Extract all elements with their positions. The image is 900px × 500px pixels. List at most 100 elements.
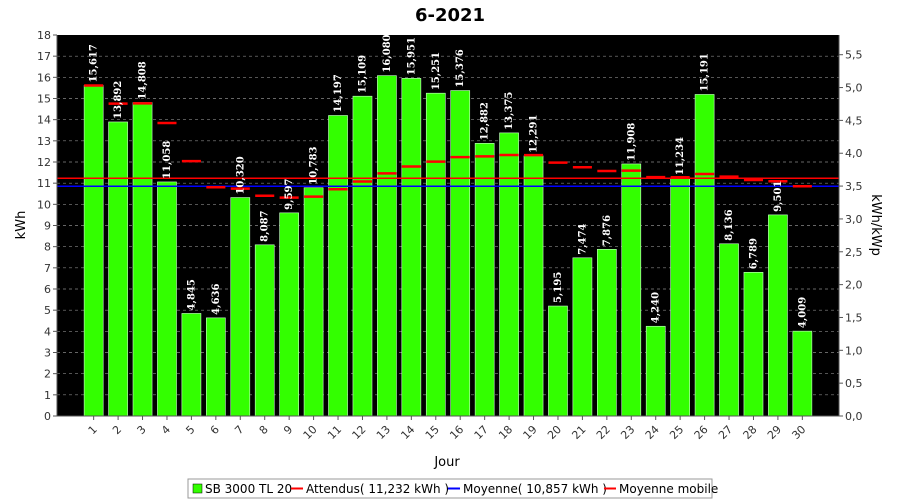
x-tick-label: 23 xyxy=(618,423,637,442)
bar xyxy=(181,313,202,417)
y2-tick-label: 1,5 xyxy=(845,311,863,324)
y2-tick-label: 5,0 xyxy=(845,82,863,95)
y2-tick-label: 0,0 xyxy=(845,410,863,423)
value-label: 12,882 xyxy=(480,102,491,140)
bar xyxy=(254,244,275,417)
x-axis: 1 2 3 4 5 6 7 8 9 10 11 12 13 14 15 16 17 18 19 20 21 22 23 24 2… xyxy=(57,415,839,442)
bar xyxy=(670,177,690,417)
bar xyxy=(597,248,617,417)
value-label: 14,197 xyxy=(333,74,344,112)
bar xyxy=(108,121,128,417)
y-tick-label: 0 xyxy=(44,410,51,423)
y-tick-label: 1 xyxy=(44,389,51,402)
x-tick-label: 13 xyxy=(374,423,393,442)
bar xyxy=(621,163,642,417)
x-tick-label: 12 xyxy=(349,423,368,442)
value-label: 6,789 xyxy=(748,238,759,269)
value-label: 15,617 xyxy=(89,44,100,82)
y-tick-label: 14 xyxy=(37,114,51,127)
value-label: 5,195 xyxy=(553,272,564,303)
value-label: 15,376 xyxy=(455,49,466,87)
y-tick-label: 9 xyxy=(44,220,51,233)
x-tick-label: 25 xyxy=(667,423,686,442)
bar xyxy=(230,197,251,417)
value-label: 9,501 xyxy=(773,181,784,212)
bar xyxy=(279,212,299,417)
value-label: 8,136 xyxy=(724,209,735,240)
y2-tick-label: 3,0 xyxy=(845,213,863,226)
legend: SB 3000 TL 20 Attendus( 11,232 kWh ) Moy… xyxy=(187,478,718,499)
value-label: 15,191 xyxy=(700,53,711,91)
y2-tick-label: 3,5 xyxy=(845,180,863,193)
x-tick-label: 18 xyxy=(496,423,515,442)
value-label: 7,474 xyxy=(577,223,588,254)
bar xyxy=(425,92,446,417)
bar xyxy=(743,271,764,417)
value-label: 15,951 xyxy=(406,37,417,75)
x-tick-label: 20 xyxy=(545,423,564,442)
y-tick-label: 6 xyxy=(44,283,51,296)
x-tick-label: 15 xyxy=(423,423,442,442)
bar xyxy=(328,115,348,417)
y-tick-label: 18 xyxy=(37,29,51,42)
x-tick-label: 29 xyxy=(765,423,784,442)
value-label: 16,080 xyxy=(382,34,393,72)
value-label: 4,240 xyxy=(651,292,662,323)
y-tick-label: 5 xyxy=(44,304,51,317)
x-tick-label: 7 xyxy=(232,423,246,437)
x-tick-label: 17 xyxy=(472,423,491,442)
x-tick-label: 11 xyxy=(325,423,344,442)
x-tick-label: 19 xyxy=(521,423,540,442)
bar xyxy=(303,187,324,417)
value-label: 11,234 xyxy=(675,137,686,175)
bar xyxy=(377,75,397,417)
bar xyxy=(792,330,813,417)
value-label: 11,908 xyxy=(626,123,637,161)
x-tick-label: 4 xyxy=(159,423,173,437)
x-tick-label: 9 xyxy=(281,423,295,437)
legend-swatch-production xyxy=(192,483,203,494)
y2-axis-title: kWh/kWp xyxy=(868,194,883,256)
bar xyxy=(499,132,519,417)
y-tick-label: 3 xyxy=(44,347,51,360)
x-tick-label: 22 xyxy=(594,423,613,442)
y-tick-label: 13 xyxy=(37,135,51,148)
y2-tick-label: 2,5 xyxy=(845,246,863,259)
bar xyxy=(548,305,568,417)
bar xyxy=(572,257,593,417)
y2-tick-label: 2,0 xyxy=(845,279,863,292)
value-label: 13,375 xyxy=(504,92,515,130)
y-axis-title: kWh xyxy=(14,211,29,240)
y2-tick-label: 5,5 xyxy=(845,49,863,62)
bar xyxy=(694,94,715,417)
x-tick-label: 10 xyxy=(301,423,320,442)
bar xyxy=(768,214,788,417)
legend-label-moving-average: Moyenne mobile xyxy=(619,482,718,496)
x-tick-label: 28 xyxy=(740,423,759,442)
value-label: 8,087 xyxy=(260,210,271,241)
y-tick-label: 8 xyxy=(44,241,51,254)
x-tick-label: 16 xyxy=(447,423,466,442)
y2-tick-label: 4,5 xyxy=(845,114,863,127)
value-label: 12,291 xyxy=(529,115,540,153)
bar xyxy=(401,78,422,417)
y-tick-label: 10 xyxy=(37,198,51,211)
bar xyxy=(83,85,104,417)
value-label: 15,109 xyxy=(357,55,368,93)
gridlines xyxy=(57,55,839,396)
bar xyxy=(206,317,226,417)
y-tick-label: 16 xyxy=(37,71,51,84)
y2-tick-label: 4,0 xyxy=(845,147,863,160)
x-tick-label: 26 xyxy=(692,423,711,442)
x-tick-label: 3 xyxy=(135,423,149,437)
chart-title: 6-2021 xyxy=(415,5,485,26)
x-tick-label: 5 xyxy=(183,423,197,437)
bar xyxy=(450,90,471,417)
value-label: 10,783 xyxy=(309,146,320,184)
x-tick-label: 1 xyxy=(86,423,100,437)
value-label: 4,845 xyxy=(186,279,197,310)
bar xyxy=(157,181,177,417)
value-label: 15,251 xyxy=(431,52,442,90)
